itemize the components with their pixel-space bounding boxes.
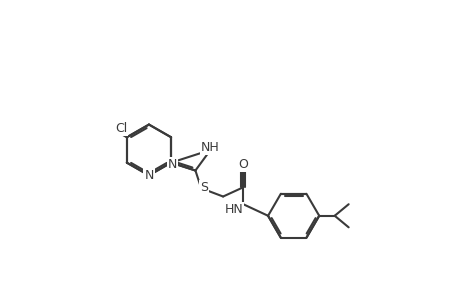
Text: NH: NH [201, 141, 219, 154]
Text: N: N [144, 169, 153, 182]
Text: Cl: Cl [115, 122, 127, 135]
Text: S: S [199, 181, 207, 194]
Text: O: O [238, 158, 248, 172]
Text: HN: HN [224, 203, 243, 216]
Text: N: N [168, 158, 177, 171]
